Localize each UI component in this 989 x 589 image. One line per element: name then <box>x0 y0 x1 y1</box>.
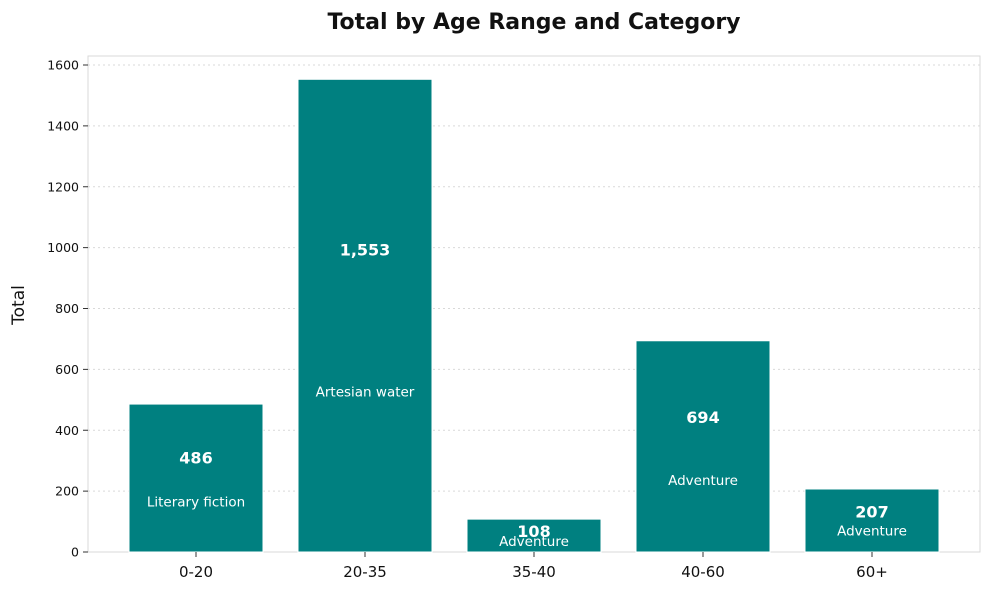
y-tick-label: 600 <box>55 362 79 377</box>
x-tick-label: 0-20 <box>179 563 213 581</box>
bar-value-label: 1,553 <box>340 240 391 259</box>
x-tick-label: 40-60 <box>681 563 725 581</box>
y-tick-label: 800 <box>55 301 79 316</box>
bar-category-label: Adventure <box>499 534 569 550</box>
bar-value-label: 486 <box>179 448 212 467</box>
bar-value-label: 108 <box>517 522 550 541</box>
bar-0-20 <box>128 403 264 553</box>
y-axis: 0 200 400 600 800 1000 1200 1400 1600 <box>47 58 88 560</box>
x-axis: 0-20 20-35 35-40 40-60 60+ <box>179 552 888 581</box>
x-tick-label: 60+ <box>856 563 888 581</box>
y-tick-label: 1200 <box>47 179 79 194</box>
y-tick-label: 200 <box>55 484 79 499</box>
bar-category-label: Literary fiction <box>147 495 245 511</box>
y-tick-label: 1400 <box>47 118 79 133</box>
y-tick-label: 400 <box>55 423 79 438</box>
y-tick-label: 1000 <box>47 240 79 255</box>
x-tick-label: 20-35 <box>343 563 387 581</box>
bar-40-60 <box>635 340 771 553</box>
bar-20-35 <box>297 78 433 553</box>
bar-60+ <box>804 488 940 553</box>
chart-title: Total by Age Range and Category <box>327 10 740 35</box>
grid-lines <box>88 64 980 492</box>
bar-value-label: 694 <box>686 408 719 427</box>
y-tick-label: 1600 <box>47 58 79 73</box>
y-axis-label: Total <box>9 285 29 326</box>
bar-category-label: Adventure <box>837 524 907 540</box>
bar-category-label: Artesian water <box>316 384 415 400</box>
y-tick-label: 0 <box>71 545 79 560</box>
x-tick-label: 35-40 <box>512 563 556 581</box>
bar-value-label: 207 <box>855 503 888 522</box>
bar-category-label: Adventure <box>668 473 738 489</box>
bars: 486 Literary fiction 1,553 Artesian water 10… <box>128 78 940 553</box>
bar-35-40 <box>466 518 602 553</box>
